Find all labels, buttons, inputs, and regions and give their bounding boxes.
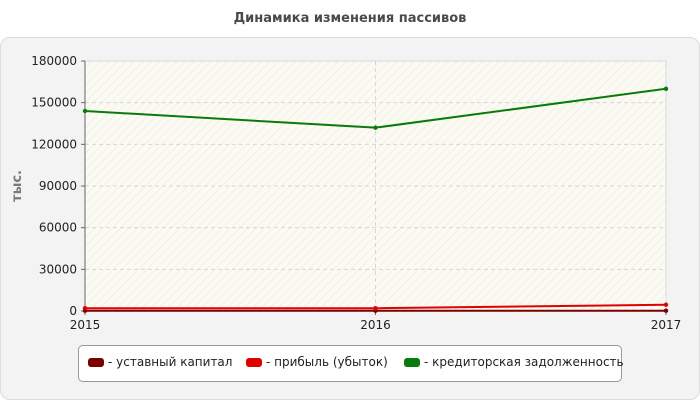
- y-tick-label: 180000: [31, 54, 77, 68]
- legend-swatch-payables: [404, 357, 420, 367]
- series-point-0: [663, 308, 669, 313]
- x-tick-label: 2015: [70, 318, 101, 332]
- y-tick-label: 60000: [39, 221, 77, 235]
- y-tick-label: 90000: [39, 179, 77, 193]
- legend-item-charter-capital: - уставный капитал: [88, 355, 232, 369]
- y-tick-label: 120000: [31, 137, 77, 151]
- y-tick-label: 150000: [31, 96, 77, 110]
- legend-label-payables: - кредиторская задолженность: [424, 355, 624, 369]
- legend-label-charter-capital: - уставный капитал: [108, 355, 233, 369]
- chart-title: Динамика изменения пассивов: [233, 11, 467, 26]
- legend-label-profit: - прибыль (убыток): [266, 355, 388, 369]
- y-axis-label: тыс.: [10, 170, 25, 202]
- series-point-2: [663, 86, 669, 91]
- x-tick-label: 2016: [360, 318, 391, 332]
- legend-item-payables: - кредиторская задолженность: [404, 355, 624, 369]
- series-point-1: [82, 306, 88, 311]
- legend-swatch-charter-capital: [88, 357, 104, 367]
- series-point-2: [373, 125, 378, 130]
- x-tick-label: 2017: [651, 318, 682, 332]
- series-point-1: [373, 306, 378, 311]
- y-tick-label: 0: [69, 304, 77, 318]
- legend: - уставный капитал - прибыль (убыток) - …: [78, 345, 624, 382]
- series-point-1: [663, 302, 669, 307]
- y-tick-label: 30000: [39, 262, 77, 276]
- legend-item-profit: - прибыль (убыток): [246, 355, 388, 369]
- legend-swatch-profit: [246, 357, 262, 367]
- series-point-2: [82, 108, 88, 114]
